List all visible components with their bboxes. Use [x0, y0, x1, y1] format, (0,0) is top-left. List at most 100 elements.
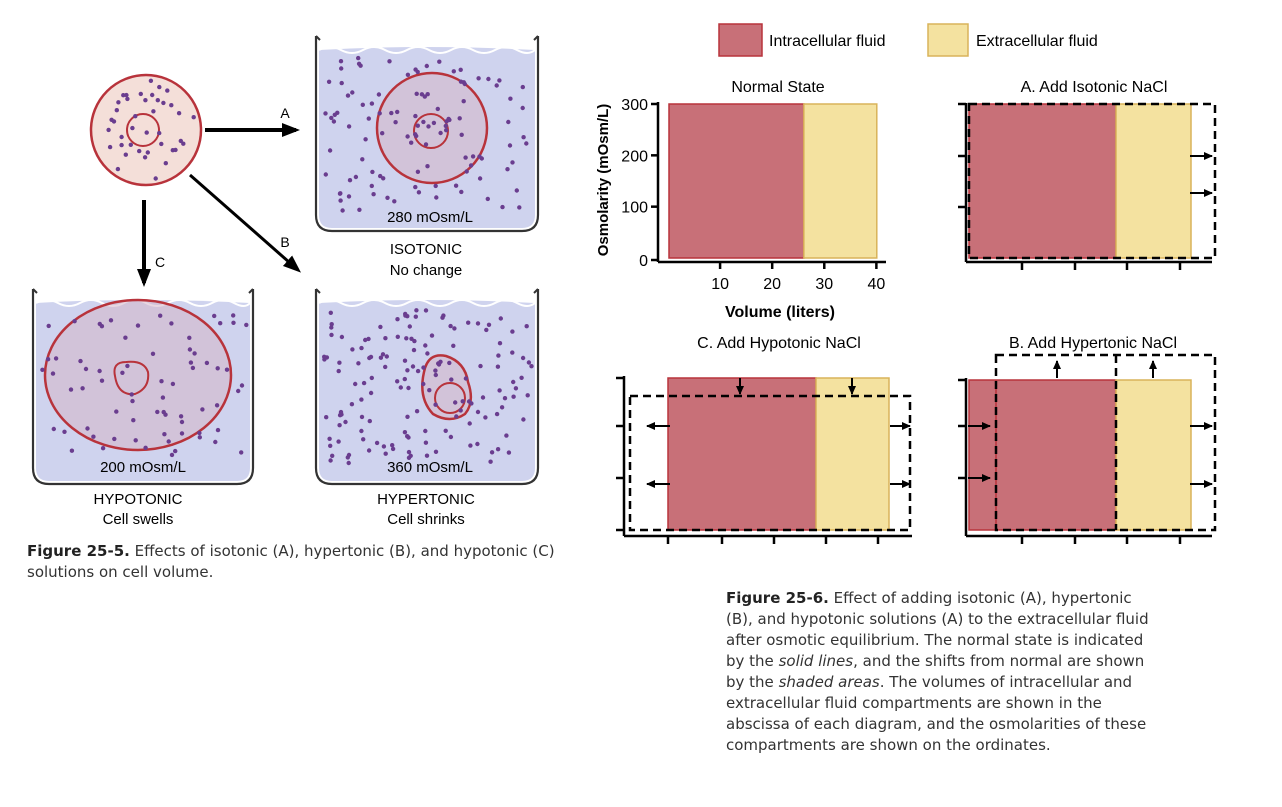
solute-dot [466, 399, 472, 404]
solute-dot [322, 354, 327, 359]
solute-dot [100, 446, 106, 451]
caption-text: . The volumes of intracellular and extra… [726, 673, 1147, 754]
solute-dot [332, 112, 337, 118]
x-tick-label: 10 [711, 276, 729, 293]
solute-dot [514, 188, 519, 193]
solute-dot [327, 148, 333, 153]
solute-dot [406, 385, 411, 391]
solute-dot [517, 205, 522, 210]
solute-dot [346, 460, 351, 466]
solute-dot [176, 111, 182, 116]
solute-dot [463, 155, 468, 160]
solute-dot [345, 93, 351, 98]
solute-dot [423, 308, 429, 313]
solute-dot [435, 106, 440, 112]
hypotonic-concentration: 200 mOsm/L [100, 459, 186, 476]
solute-dot [366, 116, 371, 121]
solute-dot [444, 128, 449, 133]
solute-dot [337, 423, 342, 428]
solute-dot [413, 314, 418, 319]
solute-dot [405, 434, 410, 439]
solute-dot [339, 80, 344, 86]
intracellular-region [667, 377, 817, 531]
solute-dot [130, 125, 135, 131]
solute-dot [513, 386, 519, 391]
solute-dot [438, 359, 443, 364]
solute-dot [508, 96, 513, 101]
arrow-b-label: B [280, 234, 289, 250]
solute-dot [157, 130, 162, 136]
solute-dot [72, 319, 77, 324]
solute-dot [51, 426, 56, 432]
solute-dot [488, 459, 493, 464]
solute-dot [505, 167, 510, 172]
arrow-a-label: A [280, 105, 290, 121]
shift-outline [994, 353, 1217, 532]
solute-dot [163, 161, 168, 166]
legend-swatch-extracellular [927, 23, 969, 57]
solute-dot [200, 407, 205, 412]
solute-dot [413, 184, 418, 190]
solute-dot [443, 428, 448, 433]
solute-dot [384, 354, 389, 359]
solute-dot [231, 313, 236, 318]
solute-dot [369, 375, 374, 381]
solute-dot [406, 449, 412, 455]
caption-emphasis: shaded areas [778, 673, 880, 691]
hypotonic-beaker: 200 mOsm/L [31, 288, 255, 486]
extracellular-region [1115, 103, 1192, 259]
solute-dot [521, 417, 526, 422]
solute-dot [423, 142, 429, 147]
isotonic-nacl-title: A. Add Isotonic NaCl [1021, 79, 1168, 96]
solute-dot [46, 323, 51, 329]
solute-dot [402, 430, 408, 435]
solute-dot [446, 116, 451, 122]
solute-dot [80, 386, 85, 391]
solute-dot [423, 440, 429, 445]
solute-dot [499, 405, 505, 410]
solute-dot [416, 190, 422, 195]
solute-dot [148, 78, 154, 84]
solute-dot [123, 335, 128, 340]
solute-dot [380, 352, 386, 357]
solute-dot [425, 164, 430, 169]
solute-dot [453, 183, 459, 188]
solute-dot [121, 93, 126, 98]
solute-dot [453, 400, 458, 405]
solute-dot [106, 127, 111, 133]
solute-dot [461, 99, 466, 104]
solute-dot [158, 313, 163, 318]
figure-25-6: Intracellular fluid Extracellular fluid … [595, 23, 1217, 544]
solute-dot [393, 120, 398, 125]
solute-dot [330, 453, 335, 458]
solute-dot [413, 67, 418, 72]
solute-dot [497, 341, 503, 346]
caption-label: Figure 25-5. [27, 542, 130, 560]
extracellular-region [815, 377, 890, 531]
solute-dot [366, 448, 372, 453]
solute-dot [511, 379, 516, 385]
solute-dot [119, 134, 124, 140]
legend: Intracellular fluid Extracellular fluid [718, 23, 1098, 57]
solute-dot [155, 98, 160, 103]
solute-dot [448, 323, 453, 329]
solute-dot [438, 130, 443, 136]
y-tick-label: 0 [639, 253, 648, 270]
solute-dot [111, 119, 117, 124]
solute-dot [116, 100, 121, 105]
legend-swatch-intracellular [718, 23, 763, 57]
solute-dot [346, 194, 352, 199]
solute-dot [204, 360, 210, 366]
solute-dot [433, 183, 438, 189]
solute-dot [323, 111, 328, 116]
solute-dot [371, 192, 376, 197]
solute-dot [506, 450, 512, 455]
solute-dot [68, 387, 74, 392]
solute-dot [360, 157, 365, 162]
solute-dot [215, 427, 221, 433]
solute-dot [329, 325, 334, 330]
solute-dot [328, 458, 333, 463]
solute-dot [475, 441, 480, 447]
shift-outline [967, 102, 1217, 260]
extracellular-region [1115, 379, 1192, 531]
